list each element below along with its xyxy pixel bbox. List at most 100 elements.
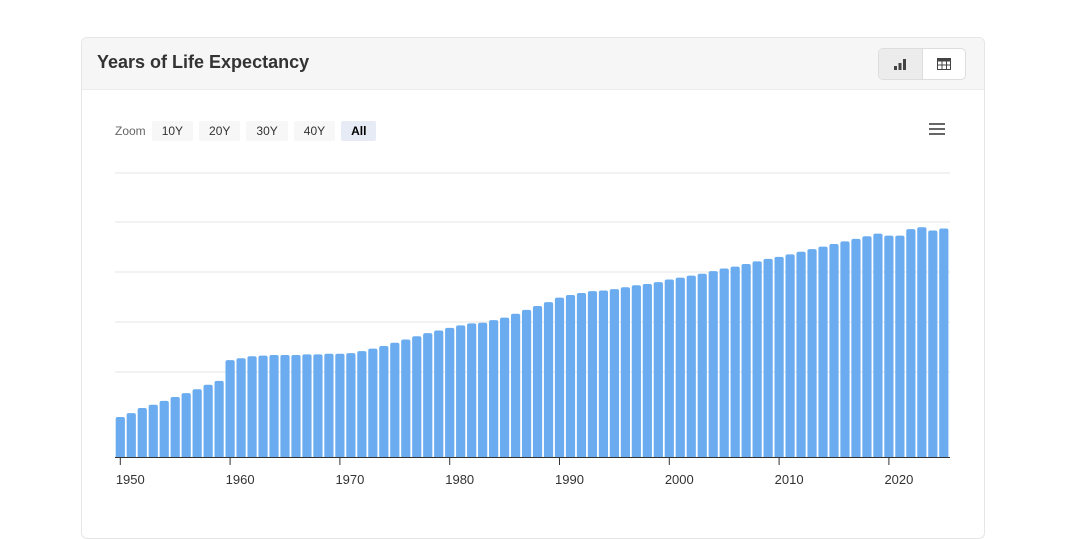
bar-1962[interactable] (247, 356, 257, 457)
bar-1975[interactable] (390, 342, 400, 457)
bar-2001[interactable] (675, 277, 685, 457)
bar-1983[interactable] (478, 322, 488, 457)
bar-1967[interactable] (302, 354, 312, 457)
bar-1992[interactable] (576, 293, 587, 457)
bar-2008[interactable] (752, 261, 762, 457)
x-tick-label: 1970 (335, 472, 364, 487)
bar-1977[interactable] (412, 336, 422, 457)
table-view-button[interactable] (921, 49, 966, 79)
x-tick-label: 2020 (884, 472, 913, 487)
card-header: Years of Life Expectancy (82, 38, 984, 90)
zoom-10y-button[interactable]: 10Y (151, 121, 194, 141)
bar-1984[interactable] (489, 320, 499, 457)
bar-2021[interactable] (895, 235, 905, 457)
bar-1971[interactable] (346, 353, 356, 457)
bar-2022[interactable] (906, 229, 916, 457)
bar-2020[interactable] (884, 235, 894, 457)
card-title: Years of Life Expectancy (97, 52, 310, 72)
bar-1974[interactable] (379, 345, 389, 457)
bar-1997[interactable] (631, 285, 641, 457)
bar-2023[interactable] (917, 227, 927, 457)
bar-1961[interactable] (236, 358, 246, 457)
bar-chart: 1950 1960 1970 1980 1990 2000 2010 2020 (115, 172, 950, 487)
bar-2006[interactable] (730, 266, 740, 457)
bar-2005[interactable] (719, 268, 729, 457)
bar-1963[interactable] (258, 355, 268, 457)
zoom-controls: Zoom 10Y 20Y 30Y 40Y All (115, 121, 382, 141)
bar-2025[interactable] (939, 228, 949, 457)
bar-1960[interactable] (225, 360, 235, 457)
bar-1958[interactable] (203, 384, 213, 457)
bar-2016[interactable] (840, 241, 850, 457)
bar-1979[interactable] (434, 330, 444, 457)
bar-1964[interactable] (269, 355, 279, 457)
bar-1966[interactable] (291, 355, 301, 457)
bar-1995[interactable] (609, 289, 619, 457)
bar-1956[interactable] (181, 393, 191, 457)
bar-1952[interactable] (137, 407, 147, 457)
bar-1999[interactable] (653, 282, 663, 457)
bar-2018[interactable] (862, 236, 872, 457)
bar-1994[interactable] (598, 290, 609, 457)
bar-1968[interactable] (313, 354, 323, 457)
bar-1972[interactable] (357, 351, 367, 457)
bar-1969[interactable] (324, 353, 334, 457)
x-tick-label: 1990 (555, 472, 584, 487)
bar-1993[interactable] (587, 291, 598, 457)
bar-1982[interactable] (467, 323, 477, 457)
bar-2007[interactable] (741, 264, 751, 457)
bar-1954[interactable] (159, 400, 169, 457)
bar-2004[interactable] (708, 271, 718, 457)
bar-1991[interactable] (565, 294, 576, 457)
bar-1957[interactable] (192, 389, 202, 457)
x-tick-label: 1980 (445, 472, 474, 487)
bar-2011[interactable] (785, 254, 795, 457)
x-tick-label: 2000 (665, 472, 694, 487)
zoom-30y-button[interactable]: 30Y (246, 121, 288, 141)
bar-1959[interactable] (214, 380, 224, 457)
table-icon (936, 58, 951, 70)
bar-1988[interactable] (532, 305, 543, 457)
bar-2002[interactable] (686, 275, 696, 457)
bar-1996[interactable] (620, 287, 630, 457)
bar-1989[interactable] (543, 302, 554, 457)
zoom-20y-button[interactable]: 20Y (199, 121, 241, 141)
bar-1955[interactable] (170, 396, 180, 457)
bar-1950[interactable] (115, 416, 125, 457)
bar-2019[interactable] (873, 233, 883, 457)
zoom-label: Zoom (115, 124, 146, 138)
view-toggle (878, 48, 966, 80)
bar-1985[interactable] (500, 317, 510, 457)
bar-2013[interactable] (807, 249, 817, 457)
bar-1998[interactable] (642, 284, 652, 457)
bar-2014[interactable] (818, 246, 828, 457)
bar-1951[interactable] (126, 413, 136, 457)
bar-1978[interactable] (423, 333, 433, 457)
bar-1973[interactable] (368, 348, 378, 457)
bar-1990[interactable] (554, 297, 565, 457)
bar-1980[interactable] (445, 327, 455, 457)
bar-2017[interactable] (851, 238, 861, 457)
bar-1981[interactable] (456, 325, 466, 457)
bar-2003[interactable] (697, 273, 707, 457)
bar-1986[interactable] (510, 313, 521, 457)
bar-1970[interactable] (335, 353, 345, 457)
bar-2010[interactable] (774, 256, 784, 457)
x-tick-label: 1960 (226, 472, 255, 487)
bar-1965[interactable] (280, 355, 290, 457)
bar-2009[interactable] (763, 258, 773, 457)
bar-2024[interactable] (928, 230, 938, 457)
x-tick-label: 2010 (775, 472, 804, 487)
bar-1953[interactable] (148, 404, 158, 457)
bar-2000[interactable] (664, 279, 674, 458)
x-tick-label: 1950 (116, 472, 145, 487)
hamburger-menu-icon[interactable] (929, 123, 945, 137)
bar-1976[interactable] (401, 339, 411, 457)
chart-view-button[interactable] (879, 49, 922, 79)
zoom-all-button[interactable]: All (341, 121, 377, 141)
bar-2012[interactable] (796, 251, 806, 457)
bar-1987[interactable] (521, 309, 532, 457)
bar-2015[interactable] (829, 244, 839, 457)
zoom-40y-button[interactable]: 40Y (293, 121, 336, 141)
bar-chart-icon (894, 59, 907, 70)
